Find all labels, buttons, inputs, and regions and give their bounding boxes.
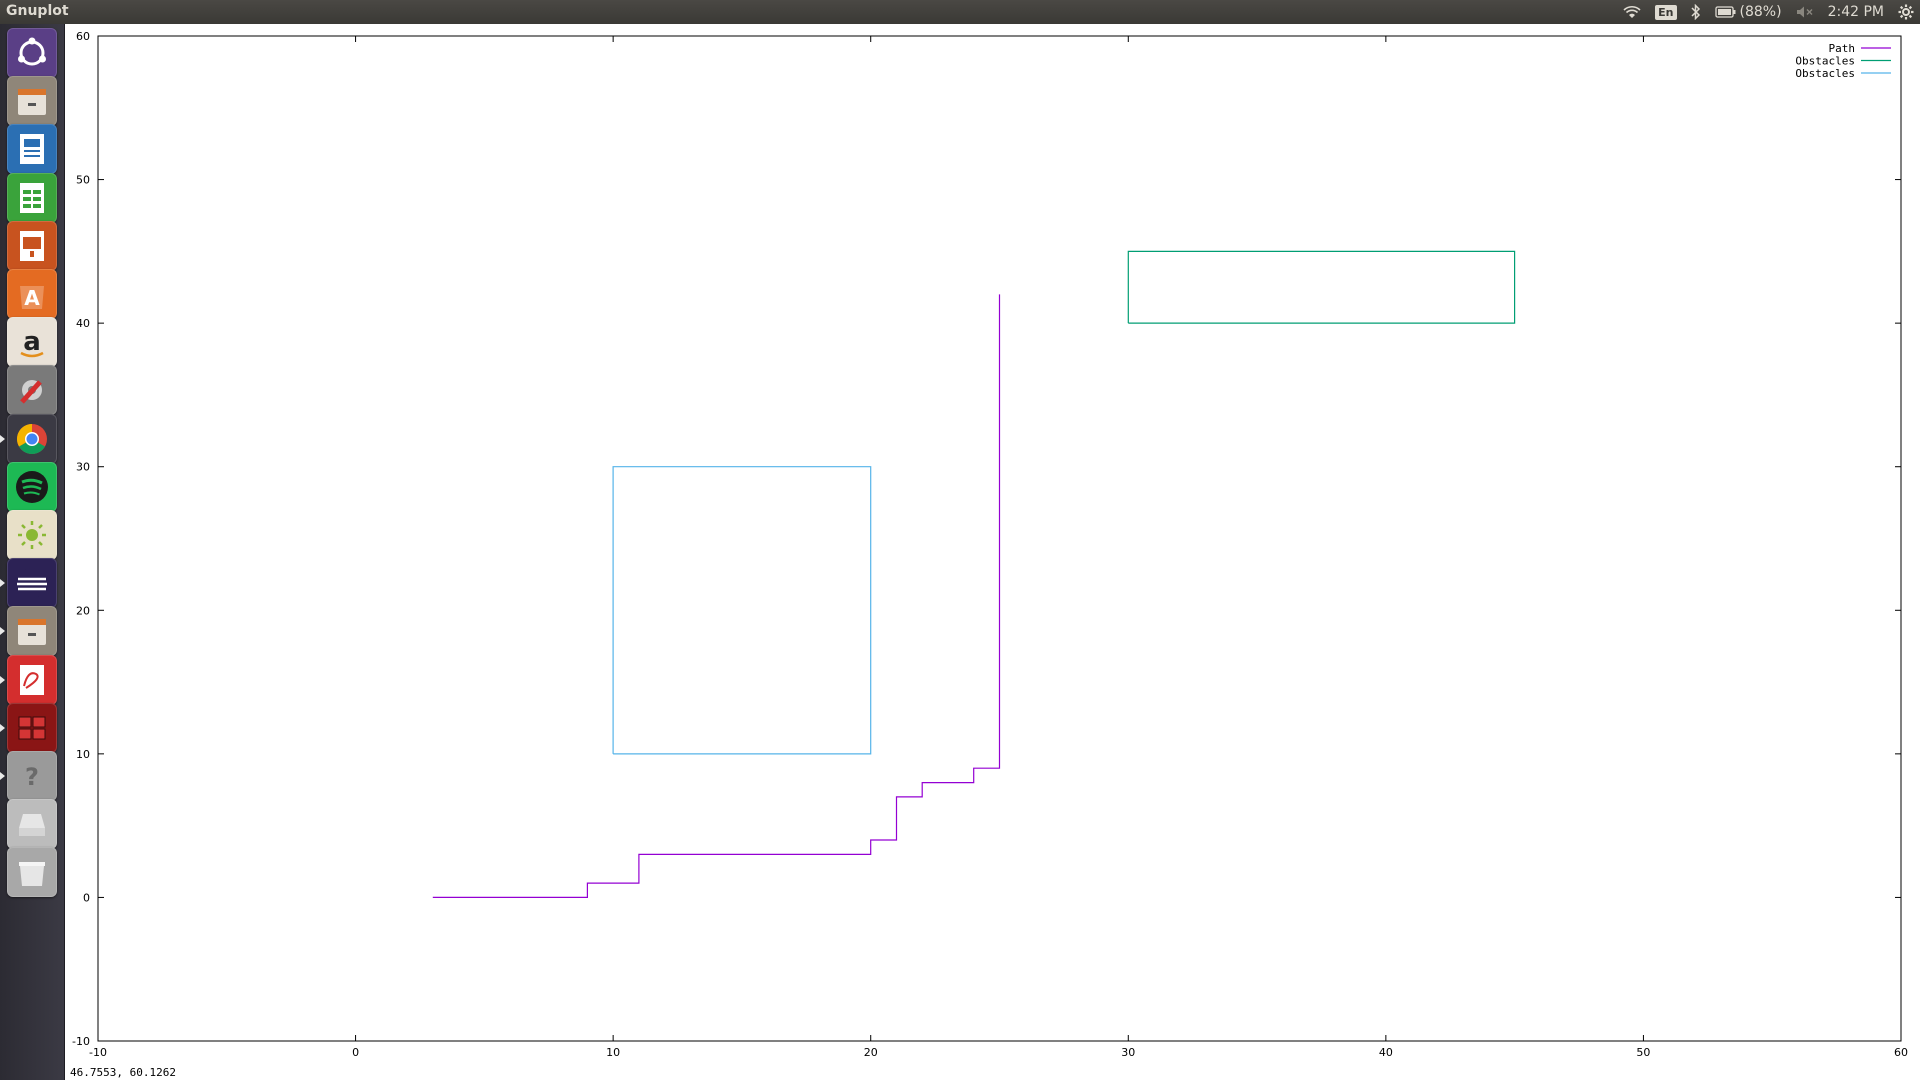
y-tick-label: 50 [76, 174, 90, 187]
svg-text:a: a [23, 327, 41, 357]
x-tick-label: 10 [606, 1046, 620, 1059]
launcher-libreoffice-writer[interactable] [7, 124, 57, 175]
launcher-brightness[interactable] [7, 510, 57, 560]
launcher-running-indicator [0, 772, 5, 780]
files-2-icon [18, 619, 46, 646]
libreoffice-calc-icon [20, 182, 44, 213]
legend-label: Obstacles [1795, 55, 1855, 68]
pdf-viewer-icon [20, 664, 44, 695]
series-line-obstacles-2 [612, 466, 872, 755]
legend-label: Path [1829, 42, 1856, 55]
launcher-files-2[interactable] [7, 606, 57, 657]
launcher-ubuntu-software[interactable]: A [7, 269, 57, 319]
plot-svg: -10 0 10 20 30 40 50 60-100102030405060PathObst… [72, 30, 1908, 1059]
gnuplot-canvas[interactable]: -10 0 10 20 30 40 50 60 -10 0 10 20 30 40 50 60 Path Obst… [65, 24, 1920, 1080]
y-tick-label: -10 [72, 1035, 90, 1048]
top-panel: Gnuplot En (88%) 2:42 PM [0, 0, 1920, 24]
eclipse-icon [17, 568, 47, 599]
x-tick-label: -10 [89, 1046, 107, 1059]
launcher-system-settings[interactable] [7, 365, 57, 416]
y-tick-label: 10 [76, 748, 90, 761]
x-tick-label: 30 [1121, 1046, 1135, 1059]
launcher-files[interactable] [7, 76, 57, 127]
x-tick-label: 40 [1379, 1046, 1393, 1059]
x-tick-label: 50 [1636, 1046, 1650, 1059]
indicator-area: En (88%) 2:42 PM [1623, 0, 1914, 24]
launcher-libreoffice-calc[interactable] [7, 172, 57, 223]
y-tick-label: 0 [83, 891, 90, 904]
y-tick-label: 60 [76, 30, 90, 43]
launcher-help[interactable]: ? [7, 751, 57, 801]
ubuntu-dash-icon [18, 37, 46, 66]
launcher-running-indicator [0, 579, 5, 588]
settings-gear-icon[interactable] [1898, 4, 1914, 20]
wifi-icon[interactable] [1623, 5, 1641, 19]
y-tick-label: 40 [76, 317, 90, 330]
series-line-path [432, 294, 1001, 899]
x-tick-label: 20 [864, 1046, 878, 1059]
battery-icon [1714, 6, 1736, 18]
svg-text:A: A [24, 286, 40, 310]
libreoffice-writer-icon [20, 134, 44, 165]
launcher-eclipse[interactable] [7, 558, 57, 609]
launcher-running-indicator [0, 675, 5, 684]
keyboard-layout-icon[interactable]: En [1655, 4, 1677, 20]
volume-muted-icon[interactable] [1796, 5, 1814, 19]
brightness-icon [18, 521, 46, 549]
drive-icon [19, 814, 45, 837]
launcher-trash[interactable] [7, 847, 57, 898]
plot-border [97, 35, 1902, 1042]
launcher-amazon[interactable]: a [7, 317, 57, 368]
amazon-icon: a [20, 327, 44, 358]
launcher-libreoffice-impress[interactable] [7, 220, 57, 271]
help-icon: ? [25, 763, 39, 791]
launcher-running-indicator [0, 434, 5, 443]
libreoffice-impress-icon [20, 230, 44, 261]
battery-indicator[interactable]: (88%) [1714, 4, 1782, 20]
battery-percent: (88%) [1739, 4, 1782, 20]
legend-label: Obstacles [1795, 67, 1855, 80]
clock[interactable]: 2:42 PM [1827, 4, 1884, 20]
series-line-obstacles-1 [1127, 250, 1516, 324]
y-tick-label: 30 [76, 461, 90, 474]
spotify-icon [16, 470, 48, 503]
launcher-ubuntu-dash[interactable] [7, 28, 57, 78]
x-tick-label: 60 [1894, 1046, 1908, 1059]
launcher-running-indicator [0, 723, 5, 732]
app-title: Gnuplot [6, 3, 69, 19]
x-tick-label: 0 [352, 1046, 359, 1059]
y-tick-label: 20 [76, 604, 90, 617]
launcher-pdf-viewer[interactable] [7, 654, 57, 705]
trash-icon [19, 862, 45, 887]
keyboard-layout-label: En [1655, 4, 1677, 20]
launcher-drive[interactable] [7, 799, 57, 850]
ubuntu-software-icon: A [20, 286, 44, 310]
bluetooth-icon[interactable] [1691, 4, 1701, 20]
launcher-spotify[interactable] [7, 461, 57, 512]
system-settings-icon [20, 380, 42, 405]
svg-text:?: ? [25, 763, 39, 791]
workspaces-icon [18, 716, 46, 740]
chrome-icon [16, 423, 47, 454]
files-icon [18, 89, 46, 116]
mouse-coordinates-readout: 46.7553, 60.1262 [70, 1066, 176, 1079]
launcher-workspaces[interactable] [7, 702, 57, 753]
launcher-chrome[interactable] [7, 413, 57, 464]
launcher-running-indicator [0, 627, 5, 636]
